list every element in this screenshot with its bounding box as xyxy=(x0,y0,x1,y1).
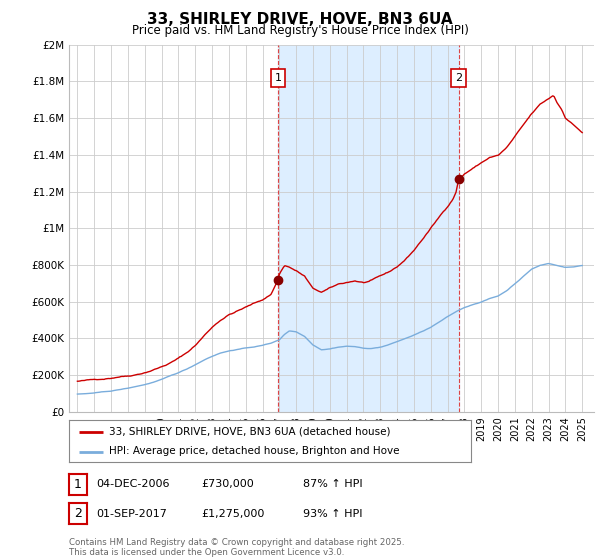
Text: 01-SEP-2017: 01-SEP-2017 xyxy=(96,508,167,519)
Text: 2: 2 xyxy=(74,507,82,520)
Text: 04-DEC-2006: 04-DEC-2006 xyxy=(96,479,170,489)
Text: Price paid vs. HM Land Registry's House Price Index (HPI): Price paid vs. HM Land Registry's House … xyxy=(131,24,469,37)
Text: 33, SHIRLEY DRIVE, HOVE, BN3 6UA (detached house): 33, SHIRLEY DRIVE, HOVE, BN3 6UA (detach… xyxy=(109,427,391,437)
Text: £1,275,000: £1,275,000 xyxy=(201,508,265,519)
Text: HPI: Average price, detached house, Brighton and Hove: HPI: Average price, detached house, Brig… xyxy=(109,446,400,456)
Text: 2: 2 xyxy=(455,73,463,83)
Text: 1: 1 xyxy=(274,73,281,83)
Text: Contains HM Land Registry data © Crown copyright and database right 2025.
This d: Contains HM Land Registry data © Crown c… xyxy=(69,538,404,557)
Text: £730,000: £730,000 xyxy=(201,479,254,489)
Text: 1: 1 xyxy=(74,478,82,491)
Text: 87% ↑ HPI: 87% ↑ HPI xyxy=(303,479,362,489)
Text: 33, SHIRLEY DRIVE, HOVE, BN3 6UA: 33, SHIRLEY DRIVE, HOVE, BN3 6UA xyxy=(147,12,453,27)
Bar xyxy=(278,45,459,412)
Text: 93% ↑ HPI: 93% ↑ HPI xyxy=(303,508,362,519)
